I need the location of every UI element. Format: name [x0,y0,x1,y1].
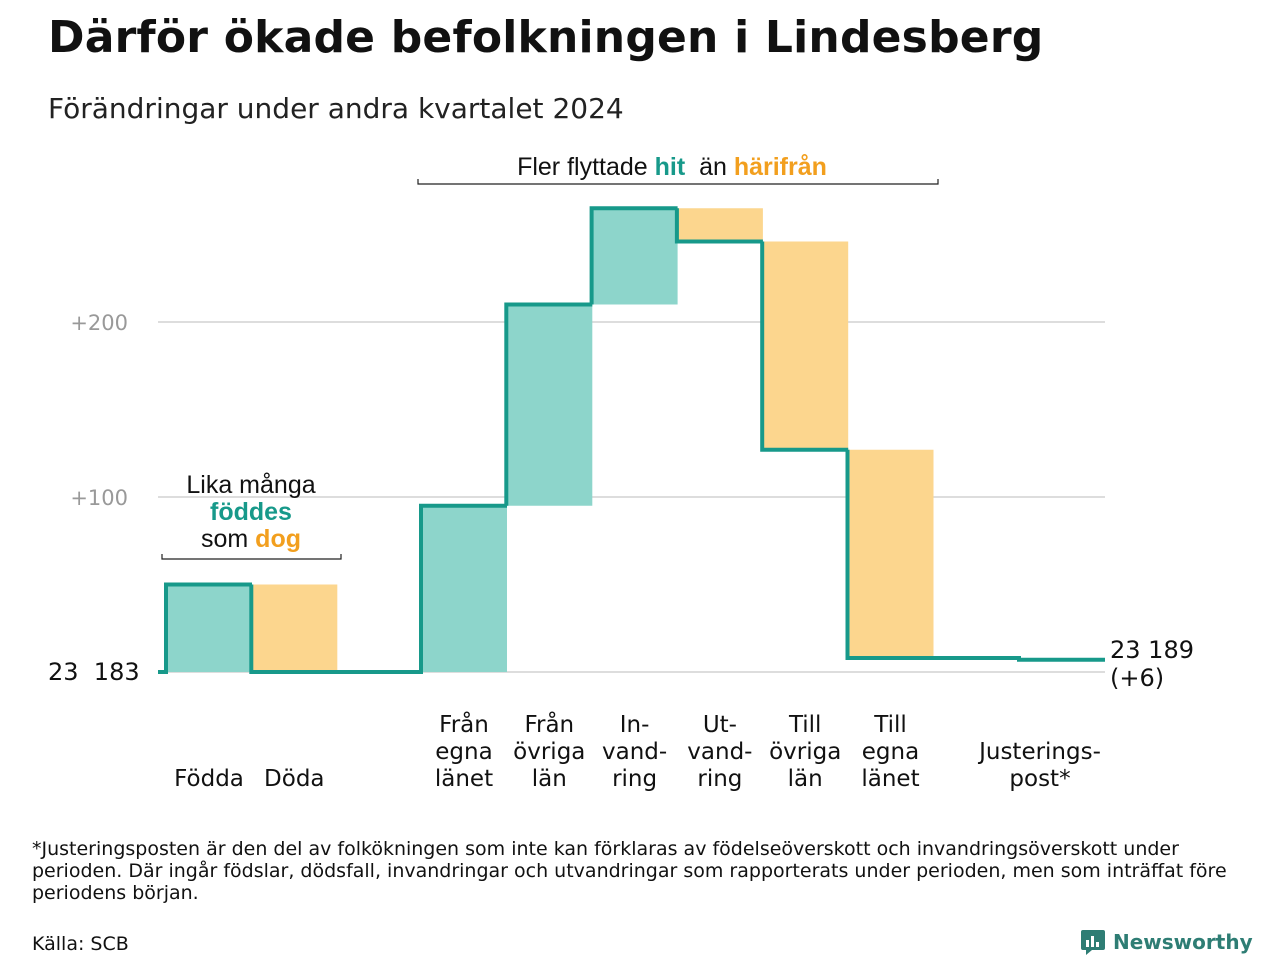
births-annotation-text: föddes [210,498,292,526]
end-value-label: 23 189 (+6) [1110,636,1194,692]
births-bracket [161,554,342,560]
bar-decrease [762,241,849,450]
chart-title: Därför ökade befolkningen i Lindesberg [48,12,1044,63]
step-line-group [158,206,1105,674]
bar-decrease [847,449,934,658]
y-tick-label: +100 [70,486,128,510]
category-label: Till övriga län [769,712,841,792]
source-credit: Källa: SCB [32,933,129,955]
brand-logo: Newsworthy [1080,928,1253,956]
moves-annotation-text: Fler flyttade hit än härifrån [517,153,827,181]
running-total-line [158,206,1105,674]
brand-name: Newsworthy [1113,930,1253,954]
category-label: Födda [174,766,244,792]
category-label: Justerings-post* [977,739,1101,792]
bar-increase [506,304,593,506]
births-annotation-text: som dog [201,525,301,553]
category-label: Ut-vand-ring [687,712,752,792]
start-value-label: 23 183 [48,658,140,686]
births-annotation-text: Lika många [186,471,315,499]
bars [166,208,934,672]
labels: +200 +100 Födda Döda Från egna länet Från övriga… [48,153,1194,792]
category-label: Från övriga län [513,710,585,792]
bar-decrease [676,208,763,242]
bar-increase [591,208,678,305]
category-label: Till egna länet [861,712,919,792]
bar-decrease [251,584,338,672]
chart-subtitle: Förändringar under andra kvartalet 2024 [48,92,624,125]
footnote: *Justeringsposten är den del av folkökni… [32,838,1227,904]
bar-increase [166,584,252,672]
y-tick-label: +200 [70,311,128,335]
bar-increase [421,505,507,672]
category-label: Från egna länet [435,710,493,792]
category-label: Döda [264,766,324,792]
waterfall-chart: +200 +100 Födda Döda Från egna länet Från övriga… [48,153,1194,792]
newsworthy-logo-icon [1081,930,1105,955]
moves-bracket [417,179,939,185]
category-label: In-vand-ring [602,712,667,792]
